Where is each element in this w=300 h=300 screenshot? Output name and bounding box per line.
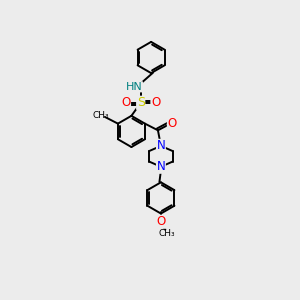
Text: O: O bbox=[167, 117, 177, 130]
Text: HN: HN bbox=[126, 82, 142, 92]
Text: O: O bbox=[121, 96, 130, 109]
Text: CH₃: CH₃ bbox=[92, 111, 109, 120]
Text: N: N bbox=[157, 160, 165, 173]
Text: O: O bbox=[151, 96, 160, 109]
Text: N: N bbox=[157, 140, 165, 152]
Text: CH₃: CH₃ bbox=[159, 229, 175, 238]
Text: O: O bbox=[156, 215, 166, 228]
Text: S: S bbox=[137, 96, 145, 109]
